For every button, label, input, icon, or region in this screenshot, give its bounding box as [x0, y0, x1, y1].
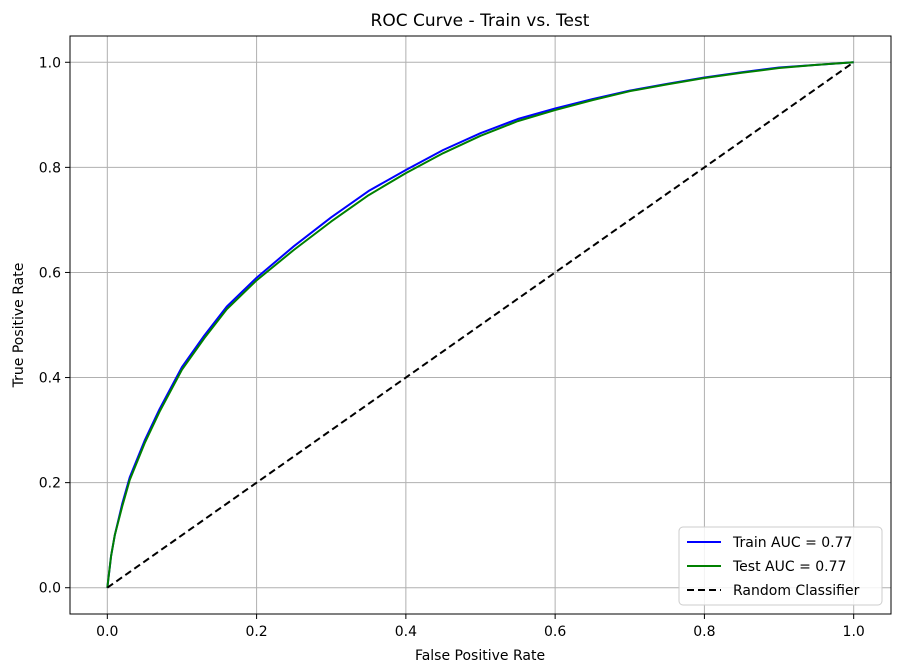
- legend-box: [678, 526, 883, 606]
- grid: [70, 36, 891, 614]
- y-tick-label: 0.8: [39, 160, 61, 176]
- axis-ticks: 0.0 0.2 0.4 0.6 0.8 1.0 0.0 0.2 0.4 0.6 0.8 1.0: [39, 55, 865, 640]
- plot-frame: [69, 35, 892, 615]
- y-tick-label: 0.4: [39, 371, 61, 387]
- legend-label: Train AUC = 0.77: [732, 535, 852, 551]
- legend-label: Random Classifier: [733, 583, 860, 599]
- x-axis-label: False Positive Rate: [415, 648, 545, 664]
- y-tick-label: 0.2: [39, 476, 61, 492]
- legend: Train AUC = 0.77 Test AUC = 0.77 Random Cl…: [678, 526, 883, 606]
- legend-label: Test AUC = 0.77: [732, 559, 846, 575]
- test-roc-line: [106, 61, 854, 588]
- y-tick-label: 0.6: [39, 265, 61, 281]
- series-lines: [106, 61, 855, 589]
- y-tick-label: 1.0: [39, 55, 61, 71]
- chart-title: ROC Curve - Train vs. Test: [371, 11, 590, 31]
- x-tick-label: 0.0: [96, 624, 118, 640]
- x-tick-label: 0.8: [693, 624, 715, 640]
- random-classifier-line: [106, 61, 855, 589]
- x-tick-label: 0.2: [245, 624, 267, 640]
- x-tick-label: 1.0: [843, 624, 865, 640]
- y-tick-label: 0.0: [39, 581, 61, 597]
- y-axis-label: True Positive Rate: [11, 263, 27, 389]
- x-tick-label: 0.4: [395, 624, 417, 640]
- x-tick-label: 0.6: [544, 624, 566, 640]
